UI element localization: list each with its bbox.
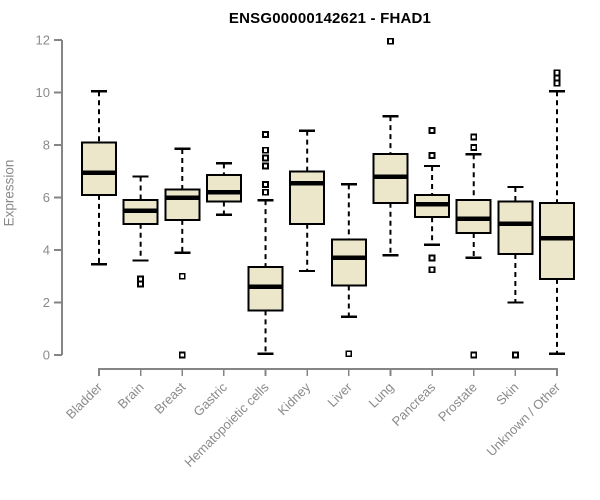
outlier-point [470, 144, 478, 152]
outlier-point [262, 154, 269, 162]
y-tick-label: 6 [43, 190, 50, 205]
outlier-point [262, 188, 269, 196]
x-category-label: Skin [493, 380, 521, 408]
y-tick-label: 0 [43, 348, 50, 363]
outlier-point [262, 131, 269, 138]
outlier-point [470, 133, 478, 141]
outlier-point [553, 74, 561, 82]
outlier-point [387, 37, 394, 45]
y-tick-label: 2 [43, 295, 50, 310]
iqr-box [330, 238, 367, 287]
iqr-box [497, 200, 534, 255]
x-category-label: Prostate [435, 380, 480, 425]
outlier-point [345, 350, 353, 358]
iqr-box [289, 170, 326, 225]
x-category-label: Gastric [190, 379, 230, 419]
iqr-box [164, 188, 201, 221]
outlier-point [262, 162, 269, 170]
outlier-point [178, 272, 186, 280]
outlier-point [137, 275, 145, 283]
x-category-label: Unknown / Other [484, 379, 564, 459]
x-category-label: Bladder [63, 379, 106, 422]
outlier-point [428, 254, 436, 262]
outlier-point [428, 266, 436, 274]
outlier-point [137, 280, 145, 288]
y-tick-label: 8 [43, 138, 50, 153]
x-category-label: Kidney [275, 379, 314, 418]
iqr-box [205, 174, 242, 203]
outlier-point [428, 127, 436, 134]
x-category-label: Lung [366, 380, 397, 411]
x-category-label: Breast [151, 379, 188, 416]
outlier-point [262, 180, 269, 188]
outlier-point [428, 152, 436, 159]
x-category-label: Brain [115, 380, 147, 412]
y-tick-label: 12 [36, 33, 50, 48]
y-tick-label: 4 [43, 243, 50, 258]
iqr-box [539, 201, 575, 280]
x-category-label: Liver [324, 379, 355, 410]
outlier-point [553, 69, 561, 77]
x-category-label: Pancreas [389, 379, 439, 429]
outlier-point [178, 351, 186, 359]
y-tick-label: 10 [36, 85, 50, 100]
outlier-point [470, 351, 478, 359]
outlier-point [262, 146, 269, 154]
iqr-box [81, 141, 117, 196]
outlier-point [553, 79, 561, 87]
chart-title: ENSG00000142621 - FHAD1 [228, 10, 432, 27]
outlier-point [511, 351, 519, 359]
